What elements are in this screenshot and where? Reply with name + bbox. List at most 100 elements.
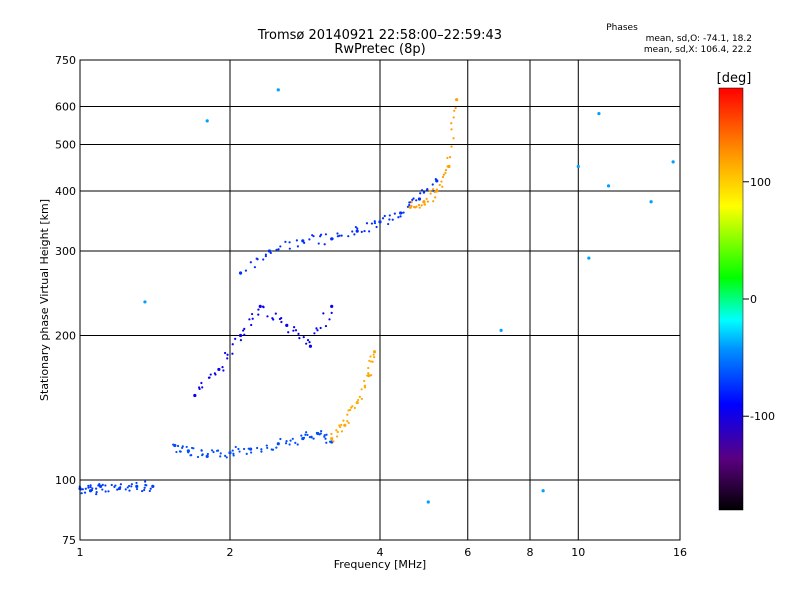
echo-point <box>84 487 87 490</box>
echo-point <box>217 367 221 372</box>
x-axis-ticks: 1 2 4 6 8 10 16 <box>77 546 688 559</box>
echo-point <box>143 300 147 304</box>
echo-point <box>243 333 246 336</box>
echo-point <box>256 446 259 450</box>
echo-point <box>346 413 349 416</box>
phase-stats-x-mode: mean, sd,X: 106.4, 22.2 <box>643 45 752 55</box>
echo-point <box>671 160 675 164</box>
echo-point <box>429 189 432 192</box>
echo-point <box>442 173 446 176</box>
echo-point <box>83 491 87 494</box>
echo-point <box>325 433 328 436</box>
echo-point <box>238 333 243 338</box>
echo-point <box>323 243 326 246</box>
echo-point <box>135 487 139 491</box>
echo-point <box>289 439 292 442</box>
echo-point <box>232 454 235 457</box>
echo-point <box>87 484 90 487</box>
echo-point <box>250 451 253 454</box>
echo-point <box>347 421 350 425</box>
echo-point <box>417 197 422 201</box>
echo-point <box>284 240 287 243</box>
echo-point <box>292 329 295 332</box>
echo-point <box>373 220 376 223</box>
echo-point <box>89 485 92 489</box>
echo-point <box>418 206 421 209</box>
echo-point <box>354 225 357 229</box>
echo-point <box>206 452 209 456</box>
colorbar-ticks: 100 0 -100 <box>743 176 775 423</box>
echo-point <box>193 393 197 398</box>
echo-point <box>330 436 334 441</box>
colorbar-label: [deg] <box>717 71 752 86</box>
echo-point <box>373 356 376 359</box>
colorbar-tick-label: -100 <box>750 410 775 423</box>
echo-point <box>264 253 267 256</box>
echo-point <box>306 338 310 342</box>
echo-point <box>288 247 291 250</box>
echo-point <box>245 452 248 455</box>
echo-point <box>331 237 334 240</box>
echo-point <box>294 441 297 444</box>
echo-point <box>189 454 192 457</box>
echo-point <box>429 192 432 195</box>
y-tick-label: 500 <box>55 139 76 152</box>
echo-point <box>353 406 356 410</box>
x-tick-label: 16 <box>673 546 687 559</box>
echo-point <box>279 437 282 441</box>
echo-point <box>349 408 352 412</box>
echo-point <box>257 313 260 316</box>
echo-point <box>338 424 341 427</box>
echo-point <box>185 445 188 449</box>
echo-point <box>226 357 229 360</box>
echo-point <box>130 485 133 488</box>
echo-point <box>260 448 263 451</box>
echo-point <box>357 398 360 402</box>
echo-point <box>453 109 456 112</box>
phase-stats-o-mode: mean, sd,O: -74.1, 18.2 <box>645 34 752 44</box>
echo-point <box>201 453 204 456</box>
echo-point <box>266 315 269 318</box>
echo-point <box>257 308 260 311</box>
x-axis-label: Frequency [MHz] <box>334 558 426 571</box>
echo-point <box>104 490 107 493</box>
echo-point <box>296 443 299 446</box>
echo-point <box>221 365 224 369</box>
echo-point <box>255 257 258 260</box>
echo-point <box>216 449 220 452</box>
echo-point <box>388 214 391 217</box>
echo-point <box>264 255 267 258</box>
echo-point <box>317 242 320 245</box>
echo-point <box>339 425 342 429</box>
echo-point <box>438 183 441 187</box>
echo-point <box>228 451 232 455</box>
echo-point <box>308 436 311 439</box>
echo-point <box>114 484 117 487</box>
y-axis-label: Stationary phase Virtual Height [km] <box>38 199 51 401</box>
echo-point <box>452 116 455 119</box>
echo-point <box>363 384 367 387</box>
echo-point <box>80 492 83 495</box>
x-tick-label: 8 <box>527 546 534 559</box>
echo-point <box>363 229 366 233</box>
echo-point <box>269 251 272 255</box>
echo-point <box>308 344 313 348</box>
echo-point <box>300 434 303 437</box>
echo-point <box>302 336 305 339</box>
echo-point <box>441 185 444 188</box>
echo-point <box>323 434 326 437</box>
echo-point <box>89 484 92 487</box>
echo-point <box>209 373 212 376</box>
x-tick-label: 1 <box>77 546 84 559</box>
echo-point <box>81 488 84 491</box>
echo-point <box>234 445 237 449</box>
echo-point <box>446 156 449 160</box>
echo-point <box>325 441 328 444</box>
echo-point <box>144 480 147 483</box>
echo-point <box>249 447 253 451</box>
echo-point <box>431 188 435 191</box>
echo-point <box>324 324 328 328</box>
y-axis-ticks: 75 100 200 300 400 500 600 750 <box>55 54 76 547</box>
echo-point <box>343 423 347 427</box>
echo-point <box>87 486 90 489</box>
